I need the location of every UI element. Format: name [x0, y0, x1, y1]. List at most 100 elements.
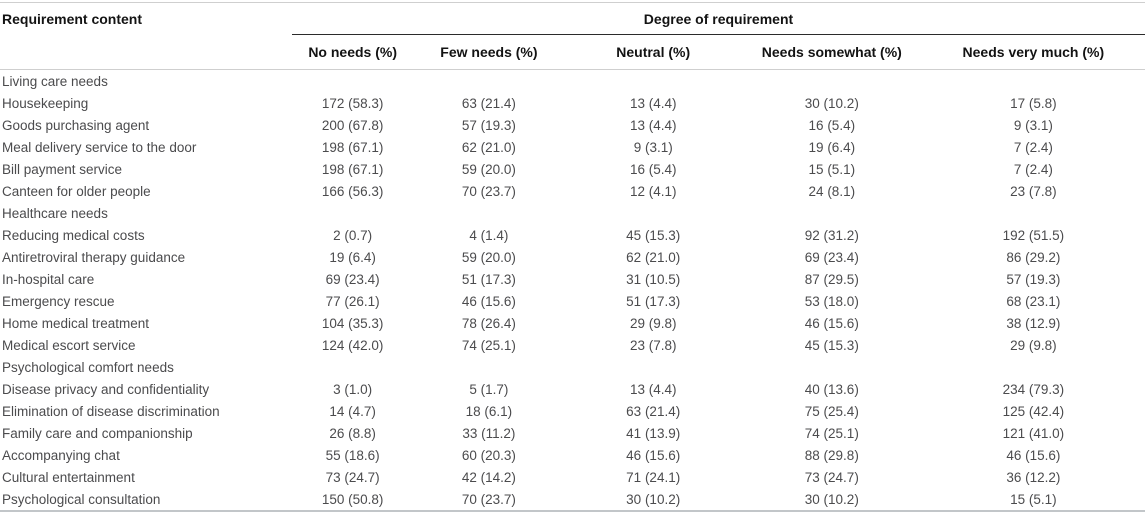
cell-value: 16 (5.4) — [629, 161, 677, 177]
table-row: Cultural entertainment 73 (24.7) 42 (14.2)… — [0, 466, 1145, 488]
cell-value: 71 (24.1) — [626, 469, 681, 485]
cell-value: 104 (35.3) — [321, 315, 384, 331]
cell-value: 13 (4.4) — [629, 381, 677, 397]
table-group-header-row: Requirement content Degree of requiremen… — [0, 2, 1145, 35]
cell-value: 51 (17.3) — [626, 293, 681, 309]
table-column-header-row: No needs (%) Few needs (%) Neutral (%) N… — [0, 34, 1145, 70]
column-header-no-needs: No needs (%) — [291, 34, 414, 70]
row-label: Bill payment service — [2, 161, 123, 177]
cell-value: 70 (23.7) — [461, 183, 516, 199]
cell-value: 92 (31.2) — [804, 227, 859, 243]
cell-value: 73 (24.7) — [325, 469, 380, 485]
cell-value: 87 (29.5) — [804, 271, 859, 287]
cell-value: 69 (23.4) — [325, 271, 380, 287]
cell-value: 198 (67.1) — [321, 161, 384, 177]
cell-value: 23 (7.8) — [629, 337, 677, 353]
cell-value: 150 (50.8) — [321, 491, 384, 507]
cell-value: 7 (2.4) — [1013, 161, 1053, 177]
cell-value: 17 (5.8) — [1010, 95, 1057, 111]
column-header-needs-very-much: Needs very much (%) — [921, 34, 1145, 70]
table-row: Emergency rescue 77 (26.1) 46 (15.6) 51 (17… — [0, 290, 1145, 312]
cell-value: 15 (5.1) — [1010, 491, 1057, 507]
cell-value: 29 (9.8) — [629, 315, 677, 331]
row-label: Canteen for older people — [2, 183, 151, 199]
cell-value: 4 (1.4) — [469, 227, 509, 243]
row-label: Home medical treatment — [2, 315, 150, 331]
cell-value: 234 (79.3) — [1002, 381, 1065, 397]
cell-value: 7 (2.4) — [1013, 139, 1053, 155]
row-label: Reducing medical costs — [2, 227, 145, 243]
cell-value: 62 (21.0) — [626, 249, 681, 265]
cell-value: 75 (25.4) — [804, 403, 859, 419]
cell-value: 77 (26.1) — [325, 293, 380, 309]
row-label: Goods purchasing agent — [2, 117, 150, 133]
table-row: Canteen for older people 166 (56.3) 70 (23… — [0, 180, 1145, 202]
table-row: Psychological consultation 150 (50.8) 70 (… — [0, 488, 1145, 511]
table-row: Reducing medical costs 2 (0.7) 4 (1.4) 45 (… — [0, 224, 1145, 246]
cell-value: 30 (10.2) — [804, 95, 859, 111]
cell-value: 70 (23.7) — [461, 491, 516, 507]
cell-value: 23 (7.8) — [1010, 183, 1057, 199]
cell-value: 166 (56.3) — [321, 183, 384, 199]
cell-value: 3 (1.0) — [333, 381, 373, 397]
cell-value: 198 (67.1) — [321, 139, 384, 155]
cell-value: 59 (20.0) — [461, 161, 516, 177]
table-body: Living care needs Housekeeping 172 (58.3) 6… — [0, 70, 1145, 512]
group-header-degree-of-requirement: Degree of requirement — [291, 2, 1145, 35]
cell-value: 63 (21.4) — [626, 403, 681, 419]
cell-value: 19 (6.4) — [329, 249, 376, 265]
cell-value: 24 (8.1) — [808, 183, 856, 199]
row-label: Medical escort service — [2, 337, 136, 353]
cell-value: 12 (4.1) — [629, 183, 677, 199]
cell-value: 55 (18.6) — [325, 447, 380, 463]
cell-value: 29 (9.8) — [1010, 337, 1057, 353]
section-row: Healthcare needs — [0, 202, 1145, 224]
table-row: Meal delivery service to the door 198 (67… — [0, 136, 1145, 158]
cell-value: 51 (17.3) — [461, 271, 516, 287]
row-label: Psychological consultation — [2, 491, 161, 507]
cell-value: 46 (15.6) — [804, 315, 859, 331]
cell-value: 42 (14.2) — [461, 469, 516, 485]
cell-value: 74 (25.1) — [461, 337, 516, 353]
table-row: Goods purchasing agent 200 (67.8) 57 (19.3… — [0, 114, 1145, 136]
cell-value: 88 (29.8) — [804, 447, 859, 463]
cell-value: 68 (23.1) — [1006, 293, 1061, 309]
column-header-needs-somewhat: Needs somewhat (%) — [741, 34, 922, 70]
cell-value: 5 (1.7) — [469, 381, 509, 397]
cell-value: 60 (20.3) — [461, 447, 516, 463]
cell-value: 19 (6.4) — [808, 139, 856, 155]
row-label: Disease privacy and confidentiality — [2, 381, 210, 397]
table-row: Bill payment service 198 (67.1) 59 (20.0) 1… — [0, 158, 1145, 180]
row-label: Meal delivery service to the door — [2, 139, 197, 155]
cell-value: 86 (29.2) — [1006, 249, 1061, 265]
cell-value: 57 (19.3) — [461, 117, 516, 133]
cell-value: 46 (15.6) — [626, 447, 681, 463]
row-label: Elimination of disease discrimination — [2, 403, 220, 419]
table-row: Disease privacy and confidentiality 3 (1.… — [0, 378, 1145, 400]
table-row: Housekeeping 172 (58.3) 63 (21.4) 13 (4.4) 3… — [0, 92, 1145, 114]
row-label: Housekeeping — [2, 95, 89, 111]
cell-value: 57 (19.3) — [1006, 271, 1061, 287]
cell-value: 9 (3.1) — [1013, 117, 1053, 133]
cell-value: 200 (67.8) — [321, 117, 384, 133]
cell-value: 121 (41.0) — [1002, 425, 1065, 441]
table-row: Medical escort service 124 (42.0) 74 (25.1… — [0, 334, 1145, 356]
cell-value: 26 (8.8) — [329, 425, 376, 441]
section-label: Living care needs — [2, 73, 108, 89]
cell-value: 59 (20.0) — [461, 249, 516, 265]
cell-value: 13 (4.4) — [629, 117, 677, 133]
row-label: Family care and companionship — [2, 425, 193, 441]
cell-value: 45 (15.3) — [804, 337, 859, 353]
cell-value: 36 (12.2) — [1006, 469, 1061, 485]
column-header-few-needs: Few needs (%) — [413, 34, 565, 70]
column-header-neutral: Neutral (%) — [564, 34, 742, 70]
cell-value: 124 (42.0) — [321, 337, 384, 353]
cell-value: 62 (21.0) — [461, 139, 516, 155]
row-label: In-hospital care — [2, 271, 95, 287]
row-label: Antiretroviral therapy guidance — [2, 249, 186, 265]
cell-value: 33 (11.2) — [462, 425, 516, 441]
cell-value: 78 (26.4) — [461, 315, 516, 331]
cell-value: 172 (58.3) — [321, 95, 384, 111]
row-label: Emergency rescue — [2, 293, 115, 309]
cell-value: 9 (3.1) — [633, 139, 673, 155]
